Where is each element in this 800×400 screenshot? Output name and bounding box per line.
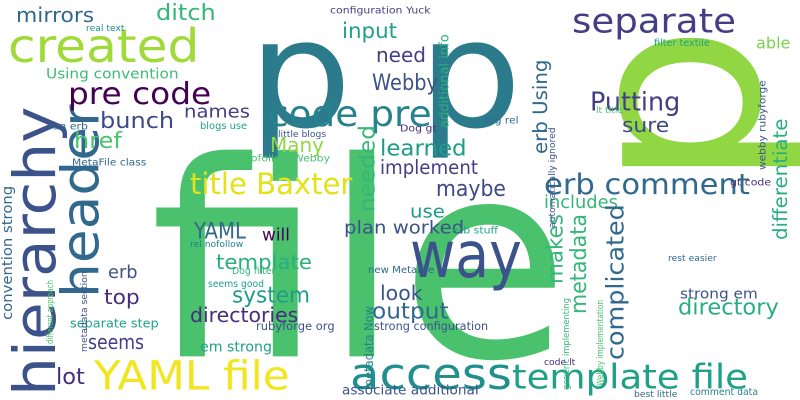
word-w17: ditch xyxy=(156,0,216,26)
word-w31: implement xyxy=(380,155,478,179)
word-w63: Dog gt xyxy=(400,122,437,135)
word-w24: Putting xyxy=(590,87,681,118)
word-w76: new MetaFile xyxy=(368,264,435,277)
word-w58: em strong xyxy=(200,337,272,355)
word-w53: strong em xyxy=(680,286,758,303)
word-w26: bunch xyxy=(100,107,175,134)
word-w37: YAML xyxy=(194,217,247,244)
word-w0: file xyxy=(150,105,570,400)
word-w59: convention strong xyxy=(0,185,17,320)
word-w75: seems good xyxy=(208,278,265,291)
word-w46: top xyxy=(104,285,140,310)
word-w52: lot xyxy=(56,363,85,390)
word-w22: Using convention xyxy=(46,66,179,83)
word-w6: created xyxy=(8,19,200,74)
word-w35: needed xyxy=(353,124,380,212)
word-w8: way xyxy=(410,217,522,293)
word-w55: associate additional xyxy=(342,381,479,398)
word-w87: gt code xyxy=(730,176,772,189)
word-w72: different approach xyxy=(44,280,56,344)
word-w7: separate xyxy=(572,0,736,41)
word-w67: blogs use xyxy=(200,120,248,133)
word-w45: system xyxy=(232,281,311,308)
word-w85: org rel xyxy=(484,114,519,127)
word-w23: able xyxy=(756,34,791,54)
word-w20: Webby xyxy=(372,69,439,96)
word-w9: access xyxy=(350,347,512,400)
word-w70: nofollow Webby xyxy=(244,152,331,165)
word-w2: p xyxy=(418,0,523,163)
word-w10: YAML file xyxy=(94,352,290,400)
word-w36: differentiate xyxy=(769,118,793,240)
word-w88: rest easier xyxy=(668,252,717,264)
word-w61: additional info xyxy=(435,34,452,129)
word-w30: learned xyxy=(380,135,467,162)
word-w60: separate step xyxy=(70,316,159,331)
word-w29: Many xyxy=(270,133,324,158)
word-w74: Dog filter xyxy=(232,264,276,277)
word-w51: seems xyxy=(88,331,145,355)
word-w14: title Baxter xyxy=(190,167,353,202)
word-w77: generic implementing xyxy=(560,297,572,390)
word-w79: code lt xyxy=(544,356,576,368)
word-w40: template xyxy=(216,251,313,275)
word-w57: rubyforge org xyxy=(256,320,335,334)
word-w56: strong configuration xyxy=(374,320,489,334)
word-w73: rel nofollow xyxy=(190,238,244,250)
word-w81: comment data xyxy=(690,386,759,399)
word-w39: plan worked xyxy=(344,217,465,239)
word-w15: erb comment xyxy=(544,168,750,202)
word-w78: Webby implementation xyxy=(594,299,606,386)
word-w86: automatically ignored xyxy=(546,127,558,228)
word-w69: MetaFile class xyxy=(72,156,147,169)
word-w42: metadata xyxy=(565,214,592,314)
word-w62: erb stuff xyxy=(452,224,499,237)
word-w83: webby rubyforge xyxy=(756,80,769,170)
word-w44: erb xyxy=(108,261,138,283)
word-w54: metadata Now xyxy=(361,305,377,390)
word-w84: lt title xyxy=(596,104,624,116)
word-w19: need xyxy=(376,43,427,68)
word-w66: run erb xyxy=(48,120,88,133)
word-w68: little blogs xyxy=(278,128,327,140)
word-w50: output xyxy=(372,297,449,324)
word-w16: mirrors xyxy=(16,3,95,28)
word-w12: pre code xyxy=(68,76,212,112)
word-w27: names xyxy=(184,101,250,123)
word-w64: configuration Yuck xyxy=(330,4,431,17)
word-w47: look xyxy=(380,281,423,306)
word-w34: includes xyxy=(544,191,618,213)
word-w80: best little xyxy=(634,388,678,400)
word-w28: href xyxy=(74,127,122,154)
word-w33: use xyxy=(410,201,445,223)
word-w49: directories xyxy=(190,303,299,328)
word-w18: input xyxy=(342,19,398,44)
word-w38: will xyxy=(262,225,290,246)
word-w32: maybe xyxy=(436,175,506,202)
word-w71: metadata section xyxy=(78,271,90,352)
word-w65: real text xyxy=(86,22,125,34)
word-w1: p xyxy=(248,0,353,163)
word-w82: filter textile xyxy=(654,36,710,49)
word-w43: complicated xyxy=(601,204,631,360)
word-w48: directory xyxy=(678,293,779,321)
word-w11: template file xyxy=(512,356,749,397)
word-w13: code pre xyxy=(268,92,432,135)
word-w25: sure xyxy=(622,113,670,138)
